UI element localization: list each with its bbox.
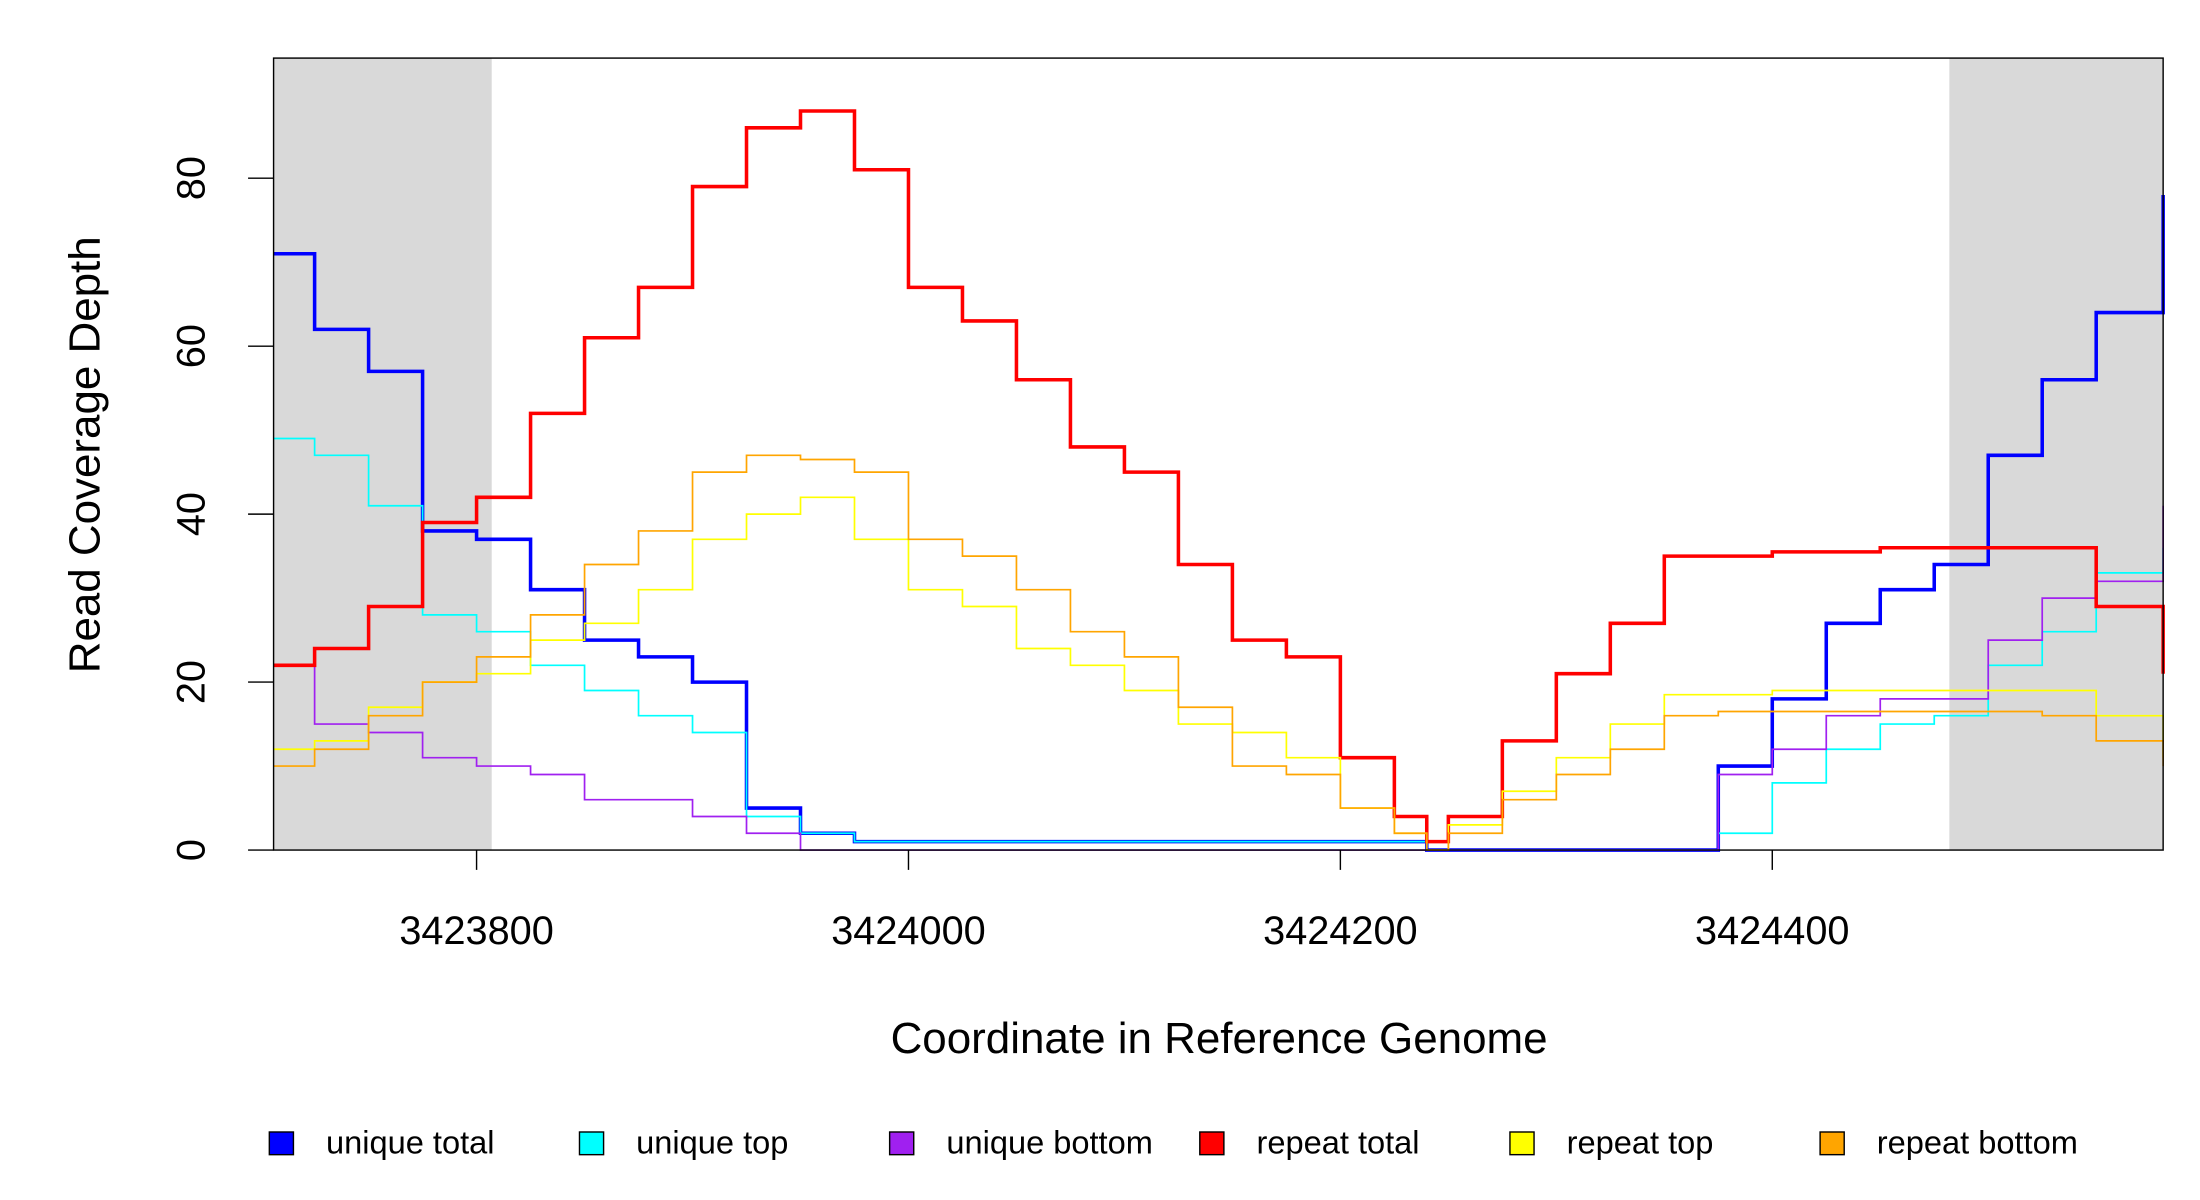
plot-border — [272, 57, 2164, 851]
legend-swatch — [1509, 1131, 1535, 1156]
legend-label: repeat total — [1256, 1123, 1419, 1160]
series-line — [273, 109, 2165, 844]
series-line — [273, 454, 2164, 851]
legend-label: unique total — [326, 1123, 495, 1160]
legend-swatch — [1199, 1131, 1225, 1156]
x-tick-label: 3424400 — [1695, 909, 1849, 953]
legend-label: repeat top — [1567, 1123, 1714, 1160]
x-tick-label: 3424200 — [1263, 909, 1417, 953]
series-line — [273, 505, 2164, 851]
series-line — [273, 194, 2165, 852]
x-tick-label: 3423800 — [399, 909, 553, 953]
highlight-region — [273, 58, 492, 851]
legend-label: unique top — [636, 1123, 788, 1160]
x-tick-label: 3424000 — [831, 909, 985, 953]
y-tick-label: 40 — [170, 492, 214, 536]
legend-label: unique bottom — [946, 1123, 1153, 1160]
series-line — [273, 437, 2164, 851]
highlight-region — [1949, 58, 2164, 851]
legend-swatch — [268, 1131, 295, 1156]
y-tick-label: 20 — [170, 660, 214, 704]
legend-label: repeat bottom — [1877, 1123, 2078, 1160]
y-tick-label: 60 — [170, 324, 214, 368]
y-axis-title: Read Coverage Depth — [60, 236, 109, 673]
legend-swatch — [1819, 1131, 1845, 1156]
legend-swatch — [888, 1131, 915, 1156]
x-axis-title: Coordinate in Reference Genome — [891, 1014, 1548, 1063]
y-tick-label: 0 — [170, 839, 214, 861]
y-tick-label: 80 — [170, 156, 214, 200]
legend-swatch — [578, 1131, 605, 1156]
